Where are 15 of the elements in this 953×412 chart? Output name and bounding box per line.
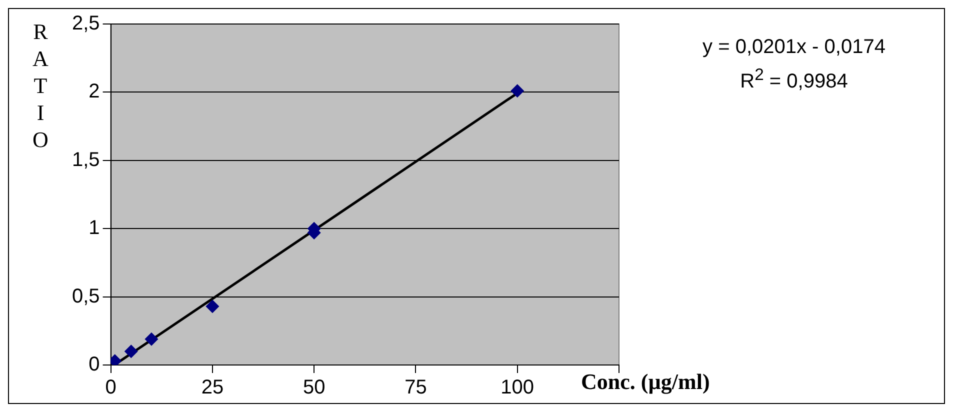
- x-tick-label: 25: [201, 376, 224, 399]
- y-tick-label: 0: [88, 354, 100, 376]
- y-tick-label: 1,5: [72, 148, 100, 171]
- x-tick-label: 75: [404, 376, 427, 399]
- x-axis-title: Conc. (µg/ml): [581, 369, 710, 395]
- y-axis-title: RATIO: [27, 19, 53, 154]
- y-tick-label: 2: [88, 80, 100, 103]
- x-tick-label: 0: [105, 376, 116, 399]
- x-tick-label: 50: [302, 376, 326, 399]
- y-tick-label: 0,5: [72, 285, 100, 308]
- text: y = 0,0201x - 0,0174: [702, 35, 886, 60]
- text: R$^{2}$ = 0,9984: [739, 64, 849, 95]
- y-tick-label: 2,5: [72, 12, 100, 35]
- x-tick-label: 100: [500, 376, 534, 399]
- y-tick-label: 1: [88, 217, 100, 240]
